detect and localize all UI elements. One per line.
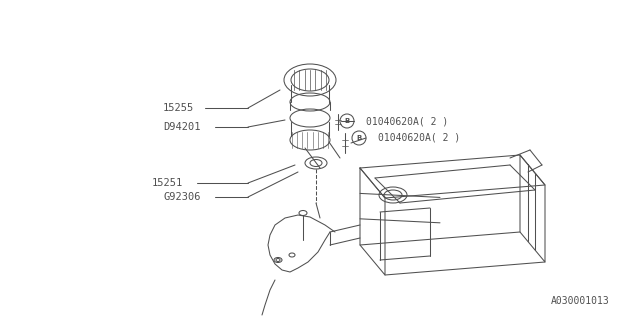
- Text: D94201: D94201: [163, 122, 200, 132]
- Text: 15255: 15255: [163, 103, 195, 113]
- Text: B: B: [344, 118, 349, 124]
- Text: A030001013: A030001013: [551, 296, 610, 306]
- Text: B: B: [356, 135, 362, 141]
- Text: G92306: G92306: [163, 192, 200, 202]
- Text: 01040620A( 2 ): 01040620A( 2 ): [366, 116, 448, 126]
- Text: 01040620A( 2 ): 01040620A( 2 ): [378, 133, 460, 143]
- Text: 15251: 15251: [152, 178, 183, 188]
